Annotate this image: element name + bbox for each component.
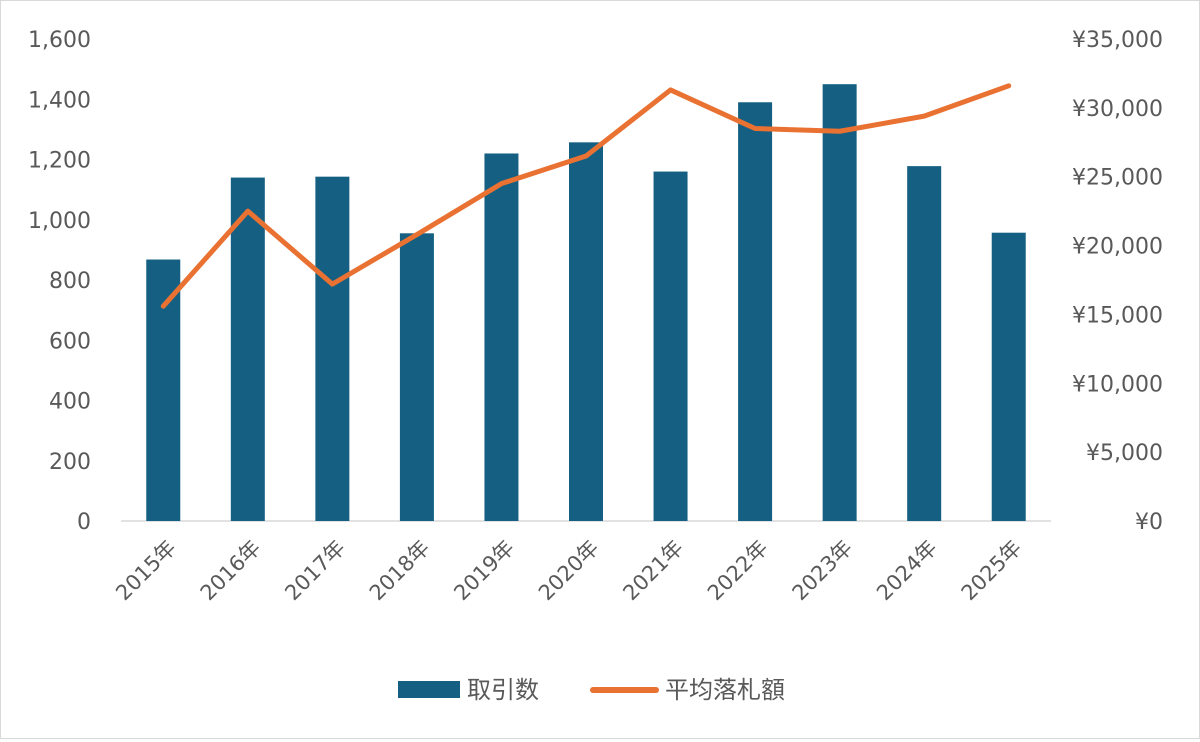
right-axis-tick-label: ¥5,000 [1086,441,1163,466]
x-axis-tick-label: 2021年 [618,536,688,606]
left-axis-tick-label: 800 [49,269,91,294]
right-axis-tick-label: ¥20,000 [1072,235,1163,260]
legend-swatch-bar [398,681,460,698]
x-axis-tick-label: 2017年 [280,536,350,606]
bar [907,166,941,521]
x-axis-tick-label: 2018年 [365,536,435,606]
x-axis-tick-label: 2019年 [449,536,519,606]
right-axis-tick-label: ¥30,000 [1072,97,1163,122]
x-axis-tick-label: 2023年 [788,536,858,606]
right-axis-tick-label: ¥35,000 [1072,28,1163,53]
bar [400,233,434,521]
x-axis-tick-label: 2024年 [872,536,942,606]
bar [484,153,518,521]
bar [654,172,688,521]
bar [315,177,349,521]
bar [146,260,180,521]
x-axis-tick-label: 2015年 [111,536,181,606]
right-axis-tick-label: ¥0 [1135,510,1163,535]
x-axis-tick-label: 2016年 [196,536,266,606]
x-axis-tick-label: 2020年 [534,536,604,606]
left-axis-tick-label: 400 [49,390,91,415]
right-axis-tick-label: ¥10,000 [1072,372,1163,397]
right-axis: ¥0 ¥5,000 ¥10,000 ¥15,000 ¥20,000 ¥25,000 ¥30,… [1072,28,1163,535]
right-axis-tick-label: ¥15,000 [1072,303,1163,328]
legend-label-line: 平均落札額 [665,676,785,704]
legend: 取引数 平均落札額 [398,676,785,704]
legend-label-bar: 取引数 [467,676,539,704]
left-axis-tick-label: 1,000 [28,209,91,234]
left-axis-tick-label: 600 [49,329,91,354]
bar [569,142,603,521]
x-axis-tick-label: 2022年 [703,536,773,606]
bar [823,84,857,521]
left-axis-tick-label: 1,200 [28,149,91,174]
right-axis-tick-label: ¥25,000 [1072,166,1163,191]
bar [992,233,1026,521]
left-axis-tick-label: 0 [77,510,91,535]
left-axis-tick-label: 1,600 [28,28,91,53]
left-axis-tick-label: 200 [49,450,91,475]
left-axis-tick-label: 1,400 [28,88,91,113]
bar [231,178,265,521]
bar [738,102,772,521]
x-axis-tick-label: 2025年 [957,536,1027,606]
bar-series [146,84,1025,521]
left-axis: 0 200 400 600 800 1,000 1,200 1,400 1,600 [28,28,91,535]
